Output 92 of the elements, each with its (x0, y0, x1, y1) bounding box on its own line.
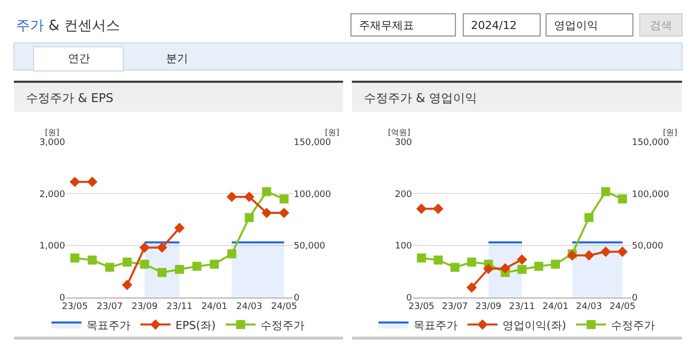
x-tick-label: 23/07 (96, 302, 123, 312)
y2-axis-title: [원] (663, 128, 678, 137)
point (262, 187, 272, 196)
point (105, 262, 114, 272)
point (618, 194, 627, 204)
y2-tick-label: 0 (294, 294, 300, 304)
point (244, 192, 254, 202)
text: 영업이익 (554, 19, 598, 32)
legend-label: EPS(좌) (175, 318, 216, 332)
y-axis-title: [억원] (388, 128, 410, 137)
point (70, 176, 80, 188)
y-tick-label: 0 (59, 294, 66, 304)
point (158, 268, 167, 277)
point (600, 246, 611, 257)
point (416, 204, 427, 214)
x-tick-label: 24/01 (542, 302, 568, 312)
point (584, 213, 594, 222)
x-tick-label: 24/03 (576, 302, 602, 312)
y2-tick-label: 100,000 (632, 190, 670, 200)
x-tick-label: 23/07 (442, 302, 468, 312)
text: 주재무제표 (359, 19, 414, 32)
y2-tick-label: 50,000 (632, 242, 664, 252)
point (261, 208, 272, 218)
point (87, 176, 98, 188)
x-tick-label: 23/05 (62, 302, 88, 312)
x-tick-label: 24/03 (236, 302, 262, 312)
legend-label: 목표주가 (86, 318, 130, 332)
y2-tick-label: 0 (632, 294, 638, 304)
legend-label: 수정주가 (260, 318, 305, 332)
point (466, 282, 477, 293)
y-tick-label: 3,000 (39, 138, 66, 148)
y2-tick-label: 150,000 (294, 138, 332, 148)
point (156, 242, 168, 253)
point (467, 258, 476, 267)
x-tick-label: 23/11 (508, 302, 535, 312)
legend-label: 수정주가 (611, 318, 656, 332)
point (122, 258, 132, 267)
point (517, 264, 526, 274)
text: 2024/12 (471, 19, 517, 32)
point (192, 262, 202, 271)
y-tick-label: 2,000 (39, 190, 66, 200)
y-tick-label: 0 (406, 294, 412, 304)
point (122, 280, 132, 290)
point (617, 246, 628, 257)
point (280, 194, 289, 204)
point (534, 262, 544, 271)
point (416, 253, 426, 262)
point (584, 250, 594, 261)
x-tick-label: 24/05 (610, 302, 636, 312)
y-tick-label: 300 (394, 138, 412, 148)
text: 검색 (650, 19, 672, 32)
point (601, 187, 610, 196)
point (550, 260, 560, 269)
y2-tick-label: 50,000 (294, 242, 326, 252)
y-axis-title: [원] (45, 128, 60, 137)
legend-label: 영업이익(좌) (502, 318, 566, 332)
point (70, 253, 80, 262)
text: 분기 (166, 52, 188, 65)
text: 주가 & 컨센서스 (16, 18, 120, 34)
y-tick-label: 200 (394, 190, 412, 200)
point (244, 213, 254, 222)
x-tick-label: 24/05 (271, 302, 298, 312)
y2-tick-label: 150,000 (632, 138, 670, 148)
y2-tick-label: 100,000 (294, 190, 332, 200)
point (174, 222, 185, 234)
point (434, 256, 443, 265)
x-tick-label: 23/05 (408, 302, 434, 312)
point (139, 242, 150, 253)
point (140, 260, 150, 269)
chart-title: 수정주가 & 영업이익 (364, 91, 477, 105)
point (174, 264, 184, 274)
point (500, 263, 510, 274)
chart-title: 수정주가 & EPS (26, 91, 114, 105)
point (210, 260, 219, 269)
text: 연간 (68, 52, 90, 65)
point (483, 264, 494, 274)
point (88, 256, 97, 265)
x-tick-label: 23/09 (475, 302, 502, 312)
point (450, 262, 460, 272)
point (227, 249, 236, 258)
point (226, 192, 237, 202)
legend-label: 목표주가 (414, 318, 458, 332)
point (432, 204, 444, 214)
y2-axis-title: [원] (325, 128, 340, 137)
x-tick-label: 24/01 (201, 302, 228, 312)
y-tick-label: 100 (394, 242, 412, 252)
point (567, 250, 578, 261)
x-tick-label: 23/09 (132, 302, 158, 312)
x-tick-label: 23/11 (166, 302, 192, 312)
point (516, 254, 528, 265)
y-tick-label: 1,000 (39, 242, 66, 252)
point (278, 208, 290, 218)
